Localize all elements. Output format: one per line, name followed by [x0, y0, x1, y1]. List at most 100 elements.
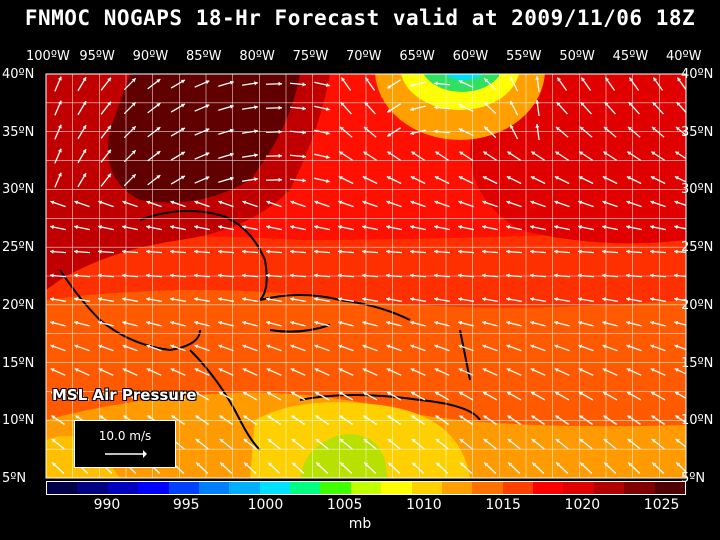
wind-arrow-head: [458, 249, 462, 254]
colorbar-tick-label: 995: [172, 497, 200, 513]
wind-arrow-head: [315, 438, 320, 443]
wind-arrow-head: [195, 415, 200, 420]
latitude-label-right: 30ºN: [681, 182, 714, 198]
wind-arrow-head: [387, 108, 392, 113]
wind-arrow-head: [302, 154, 306, 159]
wind-arrow-head: [242, 249, 246, 254]
colorbar-tick-label: 1005: [326, 497, 363, 513]
wind-arrow-head: [459, 391, 464, 396]
wind-arrow-head: [314, 368, 319, 372]
longitude-label: 70ºW: [346, 49, 382, 64]
wind-arrow-head: [530, 225, 534, 230]
wind-arrow-head: [627, 126, 632, 131]
wind-arrow-head: [74, 344, 79, 349]
wind-arrow-head: [170, 320, 175, 325]
wind-arrow-head: [530, 273, 534, 278]
wind-arrow-head: [675, 415, 680, 420]
longitude-label: 40ºW: [666, 49, 702, 64]
wind-arrow-head: [602, 273, 606, 278]
wind-arrow-head: [205, 80, 210, 85]
wind-arrow-head: [315, 415, 320, 420]
wind-arrow-head: [388, 462, 393, 467]
wind-arrow-head: [578, 297, 582, 302]
colorbar-segment: [472, 482, 503, 494]
wind-arrow-head: [196, 462, 201, 467]
wind-arrow-head: [74, 200, 79, 205]
wind-arrow-head: [123, 415, 128, 420]
wind-arrow-head: [82, 77, 87, 82]
wind-arrow-head: [254, 177, 258, 182]
wind-arrow-head: [314, 273, 318, 278]
wind-arrow-head: [387, 415, 392, 420]
wind-arrow-head: [651, 391, 656, 396]
wind-arrow-head: [268, 462, 273, 467]
colorbar-segment: [350, 482, 382, 494]
wind-arrow-head: [435, 151, 440, 156]
wind-arrow-head: [147, 391, 152, 396]
wind-arrow-head: [146, 368, 151, 372]
wind-arrow-head: [554, 249, 558, 254]
wind-arrow-head: [459, 151, 464, 156]
wind-arrow-head: [507, 151, 512, 156]
wind-arrow-head: [314, 344, 319, 349]
wind-arrow-head: [626, 344, 631, 349]
wind-arrow-head: [243, 415, 248, 420]
wind-arrow-head: [557, 77, 562, 82]
wind-arrow-head: [244, 462, 249, 467]
wind-arrow-head: [243, 438, 248, 443]
latitude-label-left: 15ºN: [2, 355, 35, 371]
wind-arrow-head: [554, 225, 558, 230]
wind-arrow-head: [674, 368, 679, 372]
wind-arrow-head: [219, 438, 224, 443]
wind-arrow-head: [677, 77, 682, 82]
wind-arrow-head: [122, 273, 126, 278]
wind-arrow-head: [194, 368, 199, 372]
wind-arrow-head: [74, 273, 78, 278]
wind-arrow-head: [314, 320, 319, 325]
wind-arrow-head: [267, 391, 272, 396]
wind-arrow-head: [410, 83, 415, 88]
wind-arrow-head: [627, 391, 632, 396]
wind-arrow-head: [315, 391, 320, 396]
colorbar-segment: [411, 482, 442, 494]
wind-arrow-head: [266, 320, 271, 325]
wind-arrow-head: [411, 151, 416, 156]
wind-arrow-head: [459, 438, 464, 443]
wind-arrow-head: [554, 368, 559, 372]
wind-arrow-head: [387, 151, 392, 156]
wind-arrow-head: [82, 173, 87, 178]
wind-arrow-head: [171, 391, 176, 396]
wind-arrow-head: [291, 415, 296, 420]
wind-arrow-head: [194, 249, 198, 254]
wind-arrow-head: [326, 178, 330, 184]
wind-arrow-head: [386, 176, 391, 180]
wind-arrow-head: [434, 249, 438, 254]
wind-arrow-head: [266, 273, 270, 278]
latitude-label-right: 25ºN: [681, 240, 714, 256]
wind-arrow-head: [51, 391, 56, 396]
wind-arrow-head: [107, 149, 111, 154]
wind-arrow-head: [410, 249, 414, 254]
wind-arrow-head: [171, 415, 176, 420]
wind-arrow-head: [674, 297, 678, 302]
wind-arrow-head: [146, 344, 151, 349]
wind-arrow-head: [484, 78, 489, 83]
wind-arrow-head: [99, 415, 104, 420]
wind-arrow-head: [170, 344, 175, 349]
wind-arrow-head: [674, 320, 679, 325]
wind-arrow-head: [651, 415, 656, 420]
wind-arrow-head: [650, 200, 655, 205]
wind-arrow-head: [170, 297, 174, 302]
wind-arrow-head: [530, 344, 535, 349]
wind-arrow-head: [52, 462, 57, 467]
wind-arrow-head: [146, 297, 150, 302]
wind-arrow-head: [458, 297, 462, 302]
wind-arrow-head: [410, 320, 415, 325]
wind-arrow-head: [57, 148, 62, 153]
wind-arrow-head: [483, 151, 488, 156]
colorbar-segment: [229, 482, 260, 494]
reference-arrow-icon: [105, 450, 147, 458]
wind-arrow-head: [650, 176, 655, 180]
wind-arrow-head: [75, 415, 80, 420]
wind-arrow-head: [386, 273, 390, 278]
